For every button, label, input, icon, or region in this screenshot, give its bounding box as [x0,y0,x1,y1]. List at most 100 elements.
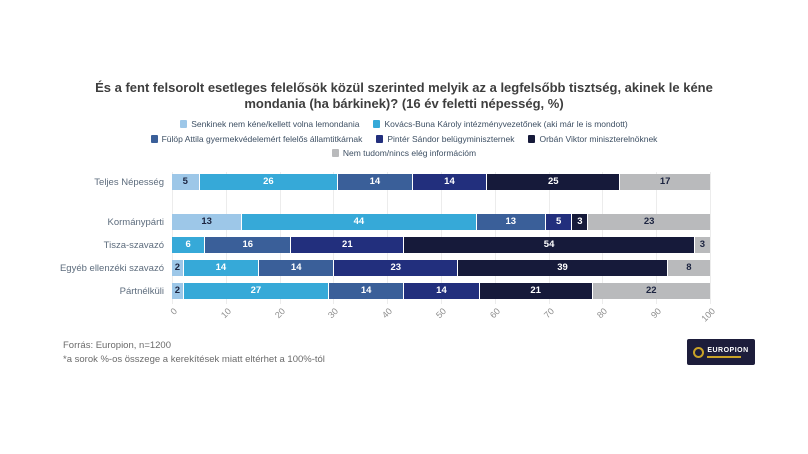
legend-label: Pintér Sándor belügyminiszternek [387,133,515,144]
row-label: Egyéb ellenzéki szavazó [59,262,164,274]
legend-label: Kovács-Buna Károly intézményvezetőnek (a… [384,119,628,129]
bar-segment: 13 [172,214,242,230]
x-tick-label: 30 [326,306,341,321]
x-tick-label: 40 [380,306,395,321]
chart-title: És a fent felsorolt esetleges felelősök … [95,80,713,111]
bar-segment: 6 [172,237,205,253]
bar-segment: 21 [478,283,592,299]
chart-row: Pártnélküli 2 27 14 14 21 22 [0,283,808,299]
legend-label: Nem tudom/nincs elég információm [342,148,477,158]
segment-value: 13 [505,216,517,227]
bar-segment: 26 [198,174,338,190]
legend-item: Fülöp Attila gyermekvédelemért felelős á… [150,134,362,144]
x-tick-label: 20 [272,306,287,321]
x-tick-label: 100 [699,306,718,324]
bar-track: 5 26 14 14 25 17 [172,174,710,190]
row-label: Teljes Népesség [94,176,164,188]
source-text: Forrás: Europion, n=1200 [63,340,171,351]
segment-value: 3 [699,239,706,250]
x-tick-label: 90 [649,306,664,321]
segment-value: 44 [353,216,365,227]
chart-row: Egyéb ellenzéki szavazó 2 14 14 23 39 8 [0,260,808,276]
legend-label: Senkinek nem kéne/kellett volna lemondan… [191,119,360,129]
legend-swatch-icon [331,149,339,157]
legend-swatch-icon [150,134,158,143]
chart-row: Tisza-szavazó 6 16 21 54 3 [0,237,808,253]
legend-swatch-icon [376,134,384,143]
europion-logo-icon [693,346,705,358]
segment-value: 21 [342,239,353,250]
segment-value: 23 [643,216,655,227]
segment-value: 14 [436,285,447,296]
segment-value: 5 [182,176,188,187]
segment-value: 14 [444,176,455,187]
legend-item: Senkinek nem kéne/kellett volna lemondan… [180,119,359,129]
chart-row: Kormánypárti 13 44 13 5 3 23 [0,214,808,230]
row-label: Pártnélküli [119,285,164,297]
bar-segment: 3 [693,237,710,253]
bar-segment: 14 [403,283,479,299]
segment-value: 16 [242,239,254,250]
bar-segment: 54 [403,237,694,253]
legend-swatch-icon [373,120,381,128]
bar-segment: 16 [204,237,291,253]
bar-segment: 14 [328,283,404,299]
segment-value: 3 [577,216,583,227]
segment-value: 14 [369,176,381,187]
bar-segment: 23 [333,260,458,276]
row-label: Tisza-szavazó [103,239,164,251]
segment-value: 39 [557,262,568,273]
bar-segment: 3 [571,214,588,230]
chart-row: Teljes Népesség 5 26 14 14 25 17 [0,174,808,190]
legend-item: Nem tudom/nincs elég információm [331,148,477,158]
legend-row: Senkinek nem kéne/kellett volna lemondan… [0,119,808,129]
x-tick-label: 50 [433,306,449,321]
segment-value: 2 [174,262,181,273]
legend-item: Pintér Sándor belügyminiszternek [376,134,514,144]
bar-segment: 39 [457,260,667,276]
segment-value: 13 [201,216,212,227]
bar-track: 2 14 14 23 39 8 [172,260,710,276]
bar-segment: 14 [182,260,259,276]
legend-swatch-icon [180,120,188,128]
x-tick-label: 80 [595,306,610,321]
bar-segment: 14 [258,260,334,276]
bar-segment: 5 [544,214,572,230]
bar-segment: 23 [587,214,710,230]
bar-segment: 25 [486,174,620,190]
bar-segment: 17 [619,174,710,190]
segment-value: 2 [174,285,181,296]
segment-value: 21 [530,285,541,296]
bar-segment: 14 [411,174,487,190]
segment-value: 5 [556,216,562,227]
bar-segment: 8 [666,260,710,276]
bar-segment: 5 [172,174,199,190]
legend-row: Fülöp Attila gyermekvédelemért felelős á… [0,134,808,144]
legend-item: Orbán Viktor miniszterelnöknek [528,134,657,144]
gridline [710,172,711,304]
bar-segment: 44 [241,214,476,230]
segment-value: 14 [360,285,372,296]
row-label: Kormánypárti [107,216,165,228]
segment-value: 54 [543,239,555,250]
segment-value: 14 [290,262,302,273]
bar-segment: 2 [172,260,183,276]
segment-value: 25 [548,176,559,187]
bar-segment: 14 [337,174,412,190]
segment-value: 6 [185,239,191,250]
x-tick-label: 60 [487,306,502,321]
segment-value: 26 [263,176,274,187]
bar-segment: 22 [591,283,710,299]
legend-label: Orbán Viktor miniszterelnöknek [539,133,658,144]
legend-swatch-icon [528,134,536,143]
legend-item: Kovács-Buna Károly intézményvezetőnek (a… [373,119,628,129]
bar-track: 6 16 21 54 3 [172,237,710,253]
bar-segment: 2 [172,283,183,299]
bar-track: 2 27 14 14 21 22 [172,283,710,299]
segment-value: 8 [686,262,692,273]
segment-value: 17 [659,176,671,187]
legend: Senkinek nem kéne/kellett volna lemondan… [0,119,808,163]
segment-value: 14 [215,262,227,273]
x-tick-label: 70 [541,306,556,321]
